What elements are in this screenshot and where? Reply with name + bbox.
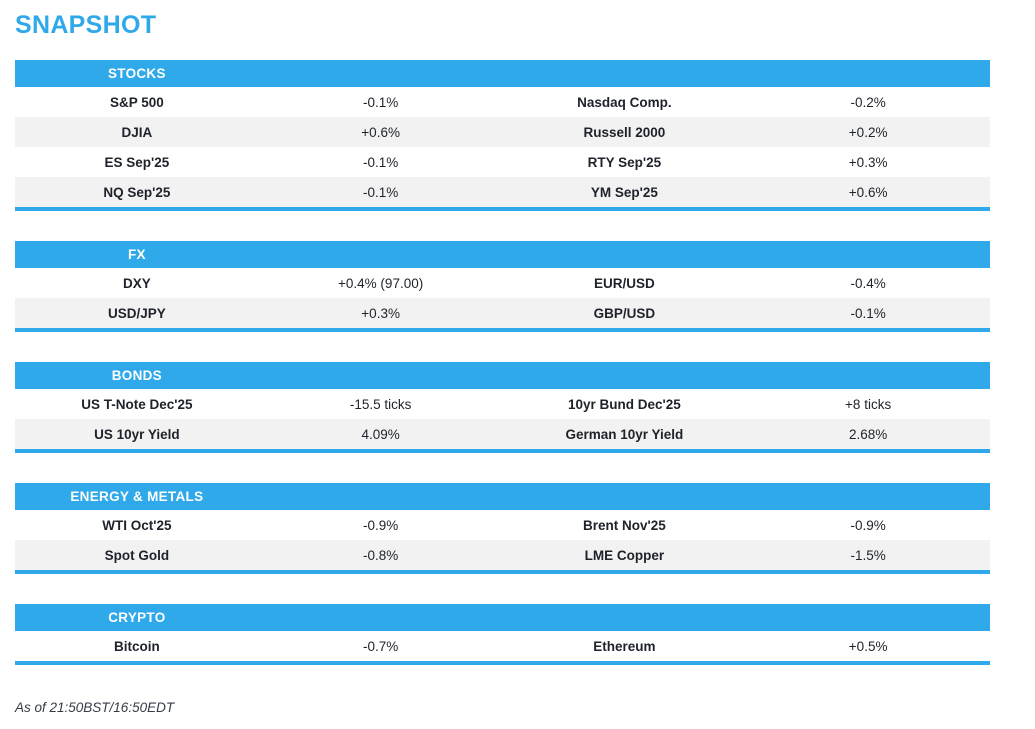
- instrument-label: US 10yr Yield: [94, 426, 180, 442]
- instrument-label: USD/JPY: [107, 305, 166, 321]
- instrument-label: Russell 2000: [583, 124, 666, 140]
- instrument-value: -0.7%: [362, 638, 399, 654]
- instrument-label: 10yr Bund Dec'25: [567, 396, 681, 412]
- instrument-label: NQ Sep'25: [103, 184, 171, 200]
- table-row: US 10yr Yield 4.09% German 10yr Yield 2.…: [15, 419, 990, 449]
- instrument-value: +0.6%: [361, 124, 400, 140]
- section-title: FX: [127, 247, 146, 262]
- instrument-value: -0.8%: [362, 547, 399, 563]
- instrument-value: -0.9%: [850, 517, 886, 533]
- section-header: FX: [15, 241, 990, 268]
- section-bonds: BONDS US T-Note Dec'25 -15.5 ticks 10yr …: [15, 362, 990, 453]
- table-row: WTI Oct'25 -0.9% Brent Nov'25 -0.9%: [15, 510, 990, 540]
- section-title: CRYPTO: [108, 610, 166, 625]
- table-row: NQ Sep'25 -0.1% YM Sep'25 +0.6%: [15, 177, 990, 207]
- page-title: SNAPSHOT: [15, 11, 157, 39]
- instrument-value: -0.2%: [850, 94, 886, 110]
- section-header: ENERGY & METALS: [15, 483, 990, 510]
- instrument-label: DXY: [122, 275, 151, 291]
- instrument-label: YM Sep'25: [590, 184, 658, 200]
- instrument-label: GBP/USD: [593, 305, 656, 321]
- section-header: BONDS: [15, 362, 990, 389]
- timestamp-note: As of 21:50BST/16:50EDT: [15, 700, 175, 715]
- instrument-label: S&P 500: [109, 94, 164, 110]
- table-row: Spot Gold -0.8% LME Copper -1.5%: [15, 540, 990, 570]
- section-header: CRYPTO: [15, 604, 990, 631]
- instrument-value: -15.5 ticks: [349, 396, 412, 412]
- section-title: ENERGY & METALS: [70, 489, 204, 504]
- table-row: S&P 500 -0.1% Nasdaq Comp. -0.2%: [15, 87, 990, 117]
- instrument-value: +0.3%: [848, 154, 888, 170]
- section-fx: FX DXY +0.4% (97.00) EUR/USD -0.4% USD/J…: [15, 241, 990, 332]
- section-stocks: STOCKS S&P 500 -0.1% Nasdaq Comp. -0.2% …: [15, 60, 990, 211]
- table-row: USD/JPY +0.3% GBP/USD -0.1%: [15, 298, 990, 328]
- section-title: STOCKS: [107, 66, 166, 81]
- instrument-label: Brent Nov'25: [583, 517, 666, 533]
- instrument-label: US T-Note Dec'25: [81, 396, 193, 412]
- instrument-label: German 10yr Yield: [565, 426, 684, 442]
- section-header: STOCKS: [15, 60, 990, 87]
- instrument-label: LME Copper: [584, 547, 665, 563]
- instrument-value: +0.4% (97.00): [338, 275, 424, 291]
- section-energy-metals: ENERGY & METALS WTI Oct'25 -0.9% Brent N…: [15, 483, 990, 574]
- instrument-label: WTI Oct'25: [102, 517, 172, 533]
- instrument-value: -0.1%: [362, 184, 399, 200]
- table-row: DJIA +0.6% Russell 2000 +0.2%: [15, 117, 990, 147]
- instrument-value: -0.1%: [850, 305, 886, 321]
- section-title: BONDS: [111, 368, 162, 383]
- table-row: US T-Note Dec'25 -15.5 ticks 10yr Bund D…: [15, 389, 990, 419]
- instrument-label: Nasdaq Comp.: [577, 94, 672, 110]
- instrument-label: EUR/USD: [593, 275, 655, 291]
- instrument-label: RTY Sep'25: [587, 154, 662, 170]
- instrument-label: DJIA: [121, 124, 153, 140]
- section-crypto: CRYPTO Bitcoin -0.7% Ethereum +0.5%: [15, 604, 990, 665]
- table-row: Bitcoin -0.7% Ethereum +0.5%: [15, 631, 990, 661]
- instrument-value: +0.3%: [361, 305, 400, 321]
- instrument-label: Bitcoin: [114, 638, 160, 654]
- instrument-value: +8 ticks: [845, 396, 892, 412]
- instrument-value: +0.5%: [848, 638, 888, 654]
- instrument-value: -0.4%: [850, 275, 886, 291]
- instrument-value: +0.2%: [848, 124, 888, 140]
- instrument-value: -0.1%: [362, 94, 399, 110]
- instrument-value: -0.1%: [362, 154, 399, 170]
- instrument-value: -1.5%: [850, 547, 886, 563]
- table-row: ES Sep'25 -0.1% RTY Sep'25 +0.3%: [15, 147, 990, 177]
- table-row: DXY +0.4% (97.00) EUR/USD -0.4%: [15, 268, 990, 298]
- instrument-value: 2.68%: [848, 426, 888, 442]
- instrument-value: 4.09%: [361, 426, 400, 442]
- instrument-value: -0.9%: [362, 517, 399, 533]
- instrument-label: Ethereum: [593, 638, 656, 654]
- instrument-label: ES Sep'25: [104, 154, 170, 170]
- instrument-label: Spot Gold: [104, 547, 170, 563]
- instrument-value: +0.6%: [848, 184, 888, 200]
